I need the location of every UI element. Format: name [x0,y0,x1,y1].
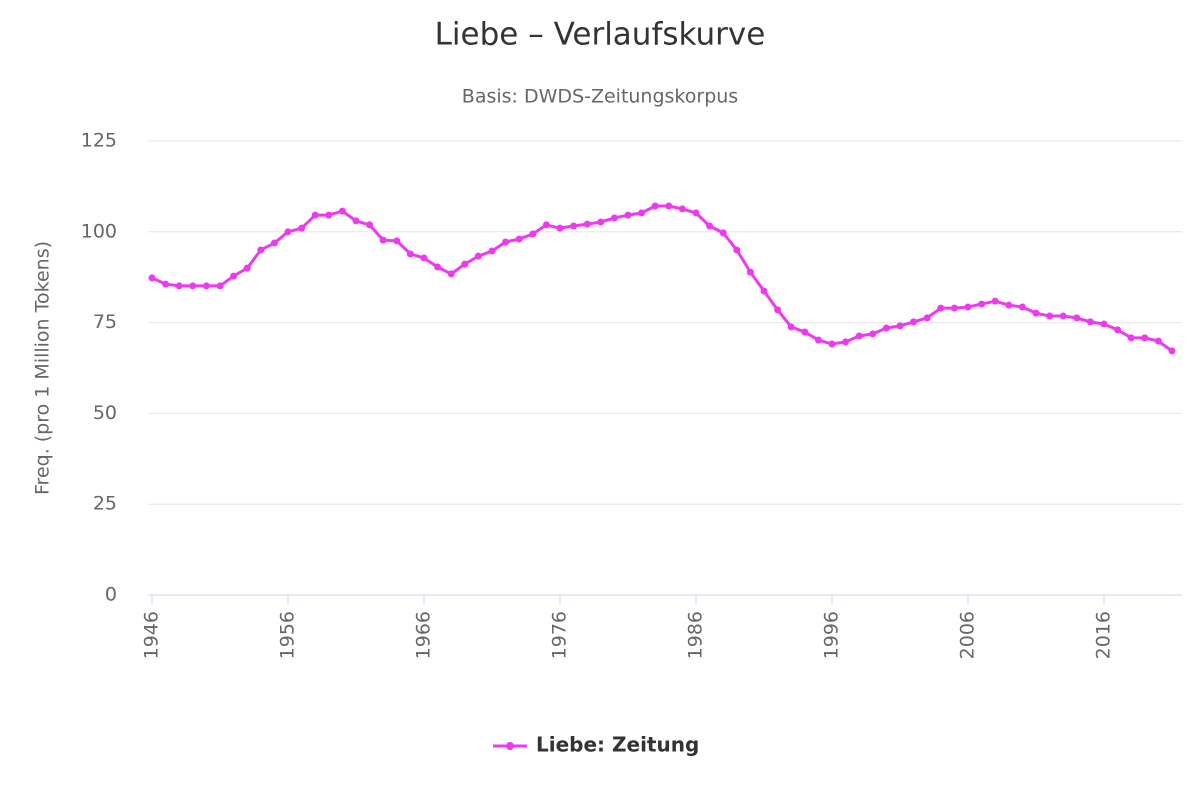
point [624,211,632,219]
point [461,260,469,268]
point [651,202,659,210]
point [950,304,958,312]
point [1018,303,1026,311]
point [379,236,387,244]
y-tick-label: 100 [81,220,117,242]
point [1005,301,1013,309]
point [488,247,496,255]
point [502,238,510,246]
point [1059,312,1067,320]
point [937,304,945,312]
point [692,209,700,217]
point [706,222,714,230]
y-tick-label: 0 [105,584,117,606]
point [230,272,238,280]
point [284,228,292,236]
point [257,246,265,254]
point [148,274,156,282]
point [1073,314,1081,322]
point [270,239,278,247]
point [855,332,863,340]
chart-subtitle: Basis: DWDS-Zeitungskorpus [462,86,738,108]
point [678,205,686,213]
point [787,323,795,331]
y-tick-label: 25 [93,493,117,515]
point [978,300,986,308]
point [828,340,836,348]
x-tick-label: 1976 [549,611,571,659]
point [896,322,904,330]
y-tick-label: 50 [93,402,117,424]
point [352,217,360,225]
point [1032,309,1040,317]
point [923,314,931,322]
point [447,270,455,278]
point [597,218,605,226]
point [991,297,999,305]
point [406,250,414,258]
point [638,209,646,217]
point [1154,337,1162,345]
point [542,221,550,229]
point [570,222,578,230]
point [325,211,333,219]
point [420,254,428,262]
point [882,324,890,332]
point [1168,347,1176,355]
point [665,202,673,210]
x-tick-label: 2006 [957,611,979,659]
point [311,211,319,219]
point [1114,326,1122,334]
x-tick-label: 1986 [685,611,707,659]
point [216,282,224,290]
x-tick-label: 1966 [413,611,435,659]
point [910,318,918,326]
point [964,303,972,311]
point [869,330,877,338]
y-tick-label: 125 [81,130,117,152]
point [733,246,741,254]
point [529,230,537,238]
point [175,282,183,290]
point [1086,318,1094,326]
series-line [151,204,1173,353]
point [202,282,210,290]
point [583,220,591,228]
point [366,221,374,229]
legend-label: Liebe: Zeitung [536,733,699,757]
y-tick-label: 75 [93,311,117,333]
x-tick-label: 1956 [277,611,299,659]
point [746,268,754,276]
y-axis-label: Freq. (pro 1 Million Tokens) [32,241,54,495]
point [814,336,822,344]
point [189,282,197,290]
point [760,287,768,295]
point [842,338,850,346]
point [801,328,809,336]
point [162,280,170,288]
point [434,263,442,271]
x-tick-label: 1996 [821,611,843,659]
chart-title: Liebe – Verlaufskurve [435,17,766,53]
point [474,252,482,260]
point [774,306,782,314]
point [1127,334,1135,342]
x-tick-label: 2016 [1093,611,1115,659]
point [338,207,346,215]
point [393,237,401,245]
point [298,224,306,232]
point [515,235,523,243]
point [556,224,564,232]
point [719,229,727,237]
point [1100,320,1108,328]
legend-marker [506,742,514,750]
x-tick-label: 1946 [141,611,163,659]
point [243,264,251,272]
point [1046,312,1054,320]
point [610,214,618,222]
point [1141,334,1149,342]
